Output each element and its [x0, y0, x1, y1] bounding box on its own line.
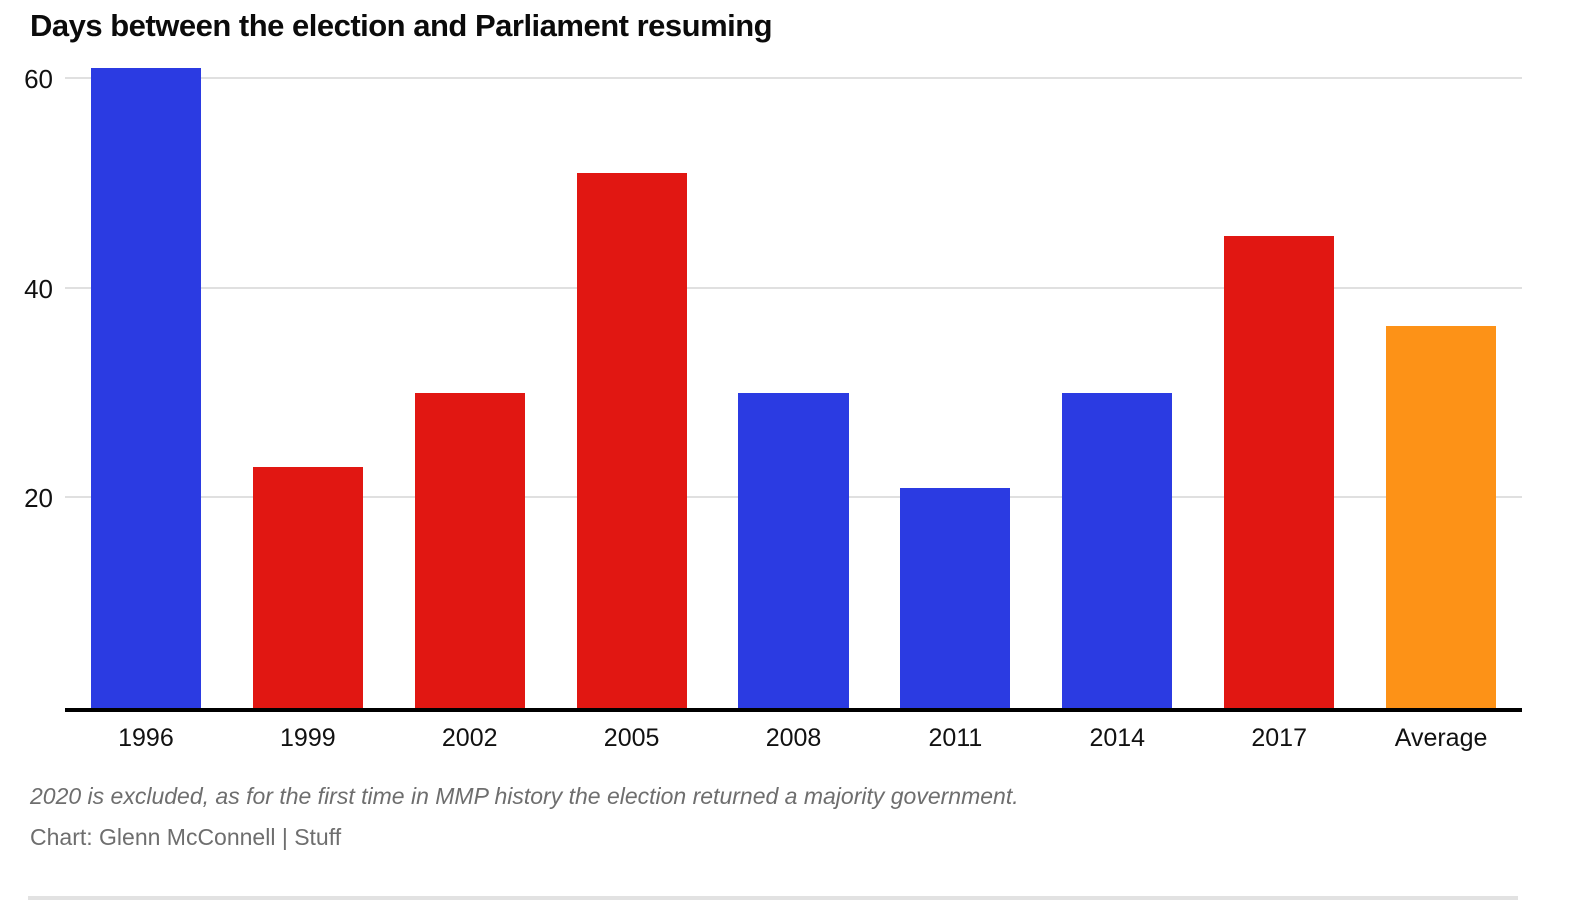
bar-slot-2017 — [1198, 58, 1360, 708]
plot-area: 20 40 60 — [24, 58, 1522, 712]
bar-slot-1996 — [65, 58, 227, 708]
x-tick-label-2014: 2014 — [1089, 724, 1146, 752]
bar-2002[interactable] — [414, 393, 525, 708]
bar-1999[interactable] — [252, 466, 363, 708]
bar-slot-2002 — [389, 58, 551, 708]
x-tick-label-1999: 1999 — [280, 724, 336, 752]
bar-average[interactable] — [1386, 326, 1497, 708]
bar-2014[interactable] — [1062, 393, 1173, 708]
chart-title: Days between the election and Parliament… — [30, 8, 773, 43]
y-tick-label-20: 20 — [24, 483, 53, 514]
chart-footnote: 2020 is excluded, as for the first time … — [30, 783, 1019, 809]
bar-2005[interactable] — [576, 173, 687, 708]
x-tick-label-2005: 2005 — [603, 724, 660, 752]
y-tick-label-60: 60 — [24, 63, 53, 94]
x-tick-label-2002: 2002 — [441, 724, 498, 752]
bar-chart: 20 40 60 1996 1999 2002 2005 2008 2011 2014 2017 A… — [0, 58, 1578, 753]
gridline-60 — [65, 76, 1522, 79]
bar-slot-2011 — [874, 58, 1036, 708]
bar-2008[interactable] — [738, 393, 849, 708]
bars-row — [65, 58, 1522, 708]
x-tick-label-average: Average — [1394, 724, 1488, 752]
gridline-40 — [65, 286, 1522, 289]
bar-2011[interactable] — [900, 487, 1011, 708]
x-tick-label-2017: 2017 — [1251, 724, 1307, 752]
bar-slot-2005 — [551, 58, 713, 708]
y-tick-label-40: 40 — [24, 273, 53, 304]
bar-slot-1999 — [227, 58, 389, 708]
x-tick-label-1996: 1996 — [118, 724, 174, 752]
bar-slot-average — [1360, 58, 1522, 708]
x-tick-label-2008: 2008 — [765, 724, 822, 752]
bar-slot-2008 — [713, 58, 875, 708]
bottom-divider — [28, 896, 1518, 900]
bar-2017[interactable] — [1224, 236, 1335, 708]
bar-slot-2014 — [1036, 58, 1198, 708]
bar-1996[interactable] — [90, 68, 201, 708]
x-tick-label-2011: 2011 — [928, 724, 983, 752]
x-axis-labels: 1996 1999 2002 2005 2008 2011 2014 2017 Average — [65, 712, 1522, 753]
chart-credit: Chart: Glenn McConnell | Stuff — [30, 824, 342, 850]
